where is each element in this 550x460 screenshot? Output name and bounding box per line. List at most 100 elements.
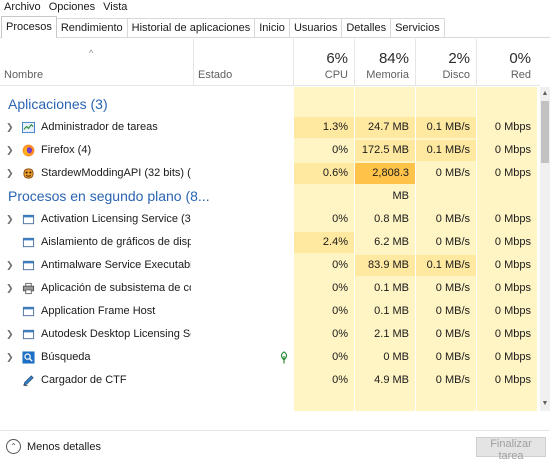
- column-status-label: Estado: [198, 69, 233, 81]
- chevron-right-icon[interactable]: ❯: [6, 168, 14, 178]
- column-cpu-label: CPU: [324, 69, 348, 81]
- firefox-icon: [22, 144, 35, 157]
- cpu-total: 6%: [326, 50, 348, 67]
- column-name[interactable]: ^ Nombre: [0, 39, 193, 86]
- disk-total: 2%: [448, 50, 470, 67]
- scroll-down-icon[interactable]: ▼: [541, 400, 549, 407]
- chevron-right-icon[interactable]: ❯: [6, 122, 14, 132]
- process-cpu: 0.6%: [322, 167, 348, 179]
- group-header[interactable]: Aplicaciones (3): [8, 96, 108, 112]
- chevron-right-icon[interactable]: ❯: [6, 329, 14, 339]
- process-name: Autodesk Desktop Licensing Ser...: [41, 328, 191, 340]
- vertical-scrollbar[interactable]: ▲ ▼: [540, 87, 550, 411]
- tab-rendimiento[interactable]: Rendimiento: [55, 18, 128, 37]
- process-row[interactable]: ❯ Activation Licensing Service (32 ... 0% 0…: [0, 208, 540, 231]
- process-cpu: 0%: [332, 282, 348, 294]
- chevron-right-icon[interactable]: ❯: [6, 214, 14, 224]
- menu-opciones[interactable]: Opciones: [48, 1, 96, 13]
- column-status[interactable]: Estado: [194, 39, 293, 86]
- tab-procesos[interactable]: Procesos: [1, 16, 57, 38]
- process-row[interactable]: ❯ Autodesk Desktop Licensing Ser... 0% 2.1 …: [0, 323, 540, 346]
- process-disk: 0.1 MB/s: [426, 121, 470, 133]
- menu-archivo[interactable]: Archivo: [4, 1, 41, 13]
- chevron-right-icon[interactable]: ❯: [6, 260, 14, 270]
- column-divider[interactable]: [476, 39, 477, 86]
- memory-heat-fill: [355, 163, 415, 184]
- tab-usuarios[interactable]: Usuarios: [288, 18, 343, 37]
- menu-vista[interactable]: Vista: [103, 1, 128, 13]
- process-network: 0 Mbps: [494, 144, 531, 156]
- process-disk: 0.1 MB/s: [426, 144, 470, 156]
- column-divider[interactable]: [193, 39, 194, 86]
- network-total: 0%: [509, 50, 531, 67]
- process-row[interactable]: ❯ Antimalware Service Executable 0% 83.9 MB…: [0, 254, 540, 277]
- process-cpu: 0%: [332, 374, 348, 386]
- task-manager-icon: [22, 121, 35, 134]
- tab-inicio[interactable]: Inicio: [254, 18, 290, 37]
- process-row[interactable]: ❯ Aplicación de subsistema de cola 0% 0.1 M…: [0, 277, 540, 300]
- less-details-label: Menos detalles: [27, 440, 101, 453]
- sort-up-icon: ^: [89, 48, 94, 58]
- scroll-thumb[interactable]: [541, 101, 549, 163]
- process-network: 0 Mbps: [494, 167, 531, 179]
- process-disk: 0 MB/s: [435, 351, 470, 363]
- process-network: 0 Mbps: [494, 121, 531, 133]
- cpu-heat-fill: [294, 163, 354, 184]
- process-name: Aplicación de subsistema de cola: [41, 282, 191, 294]
- process-row[interactable]: ❯ StardewModdingAPI (32 bits) (2) 0.6% 2,80…: [0, 162, 540, 202]
- process-name: StardewModdingAPI (32 bits) (2): [41, 167, 191, 179]
- process-cpu: 0%: [332, 144, 348, 156]
- column-cpu[interactable]: 6% CPU: [294, 39, 354, 86]
- process-memory: 0 MB: [383, 351, 409, 363]
- end-task-button[interactable]: Finalizar tarea: [476, 437, 546, 460]
- process-network: 0 Mbps: [494, 328, 531, 340]
- memory-heat-fill: [355, 140, 415, 161]
- process-disk: 0.1 MB/s: [426, 259, 470, 271]
- chevron-right-icon[interactable]: ❯: [6, 352, 14, 362]
- group-header[interactable]: Procesos en segundo plano (8...: [8, 188, 210, 204]
- search-app-icon: [22, 351, 35, 364]
- process-cpu: 1.3%: [322, 121, 348, 133]
- tab-bar: Procesos Rendimiento Historial de aplica…: [0, 16, 550, 38]
- process-disk: 0 MB/s: [435, 305, 470, 317]
- app-window-icon: [22, 328, 35, 341]
- process-row[interactable]: ❯ Búsqueda 0% 0 MB 0 MB/s 0 Mbps: [0, 346, 540, 369]
- column-divider[interactable]: [354, 39, 355, 86]
- column-network[interactable]: 0% Red: [477, 39, 537, 86]
- leaf-icon: [278, 351, 290, 364]
- app-window-icon: [22, 259, 35, 272]
- printer-icon: [22, 282, 35, 295]
- process-cpu: 2.4%: [322, 236, 348, 248]
- process-row[interactable]: Aislamiento de gráficos de disp... 2.4% 6.…: [0, 231, 540, 254]
- column-memory[interactable]: 84% Memoria: [355, 39, 415, 86]
- app-window-icon: [22, 213, 35, 226]
- process-network: 0 Mbps: [494, 351, 531, 363]
- cpu-heat-fill: [294, 232, 354, 253]
- process-disk: 0 MB/s: [435, 213, 470, 225]
- column-divider[interactable]: [415, 39, 416, 86]
- process-row[interactable]: ❯ Firefox (4) 0% 172.5 MB 0.1 MB/s 0 Mbps: [0, 139, 540, 162]
- process-network: 0 Mbps: [494, 282, 531, 294]
- tab-detalles[interactable]: Detalles: [341, 18, 392, 37]
- tab-historial[interactable]: Historial de aplicaciones: [126, 18, 256, 37]
- process-row[interactable]: Application Frame Host 0% 0.1 MB 0 MB/s 0 Mb…: [0, 300, 540, 323]
- process-memory: 2,808.3 MB: [372, 167, 409, 202]
- less-details-button[interactable]: ⌃ Menos detalles: [6, 439, 101, 454]
- process-name: Antimalware Service Executable: [41, 259, 191, 271]
- tab-servicios[interactable]: Servicios: [390, 18, 445, 37]
- process-disk: 0 MB/s: [435, 236, 470, 248]
- app-window-icon: [22, 305, 35, 318]
- column-disk[interactable]: 2% Disco: [416, 39, 476, 86]
- scroll-up-icon[interactable]: ▲: [541, 90, 549, 97]
- process-network: 0 Mbps: [494, 213, 531, 225]
- chevron-right-icon[interactable]: ❯: [6, 283, 14, 293]
- chevron-up-icon: ⌃: [6, 439, 21, 454]
- process-memory: 0.8 MB: [374, 213, 409, 225]
- process-network: 0 Mbps: [494, 259, 531, 271]
- chevron-right-icon[interactable]: ❯: [6, 145, 14, 155]
- column-divider[interactable]: [293, 39, 294, 86]
- process-row[interactable]: Cargador de CTF 0% 4.9 MB 0 MB/s 0 Mbps: [0, 369, 540, 392]
- process-memory: 172.5 MB: [361, 144, 409, 156]
- process-row[interactable]: ❯ Administrador de tareas 1.3% 24.7 MB 0.1 M…: [0, 116, 540, 139]
- network-column-bg: [477, 87, 537, 411]
